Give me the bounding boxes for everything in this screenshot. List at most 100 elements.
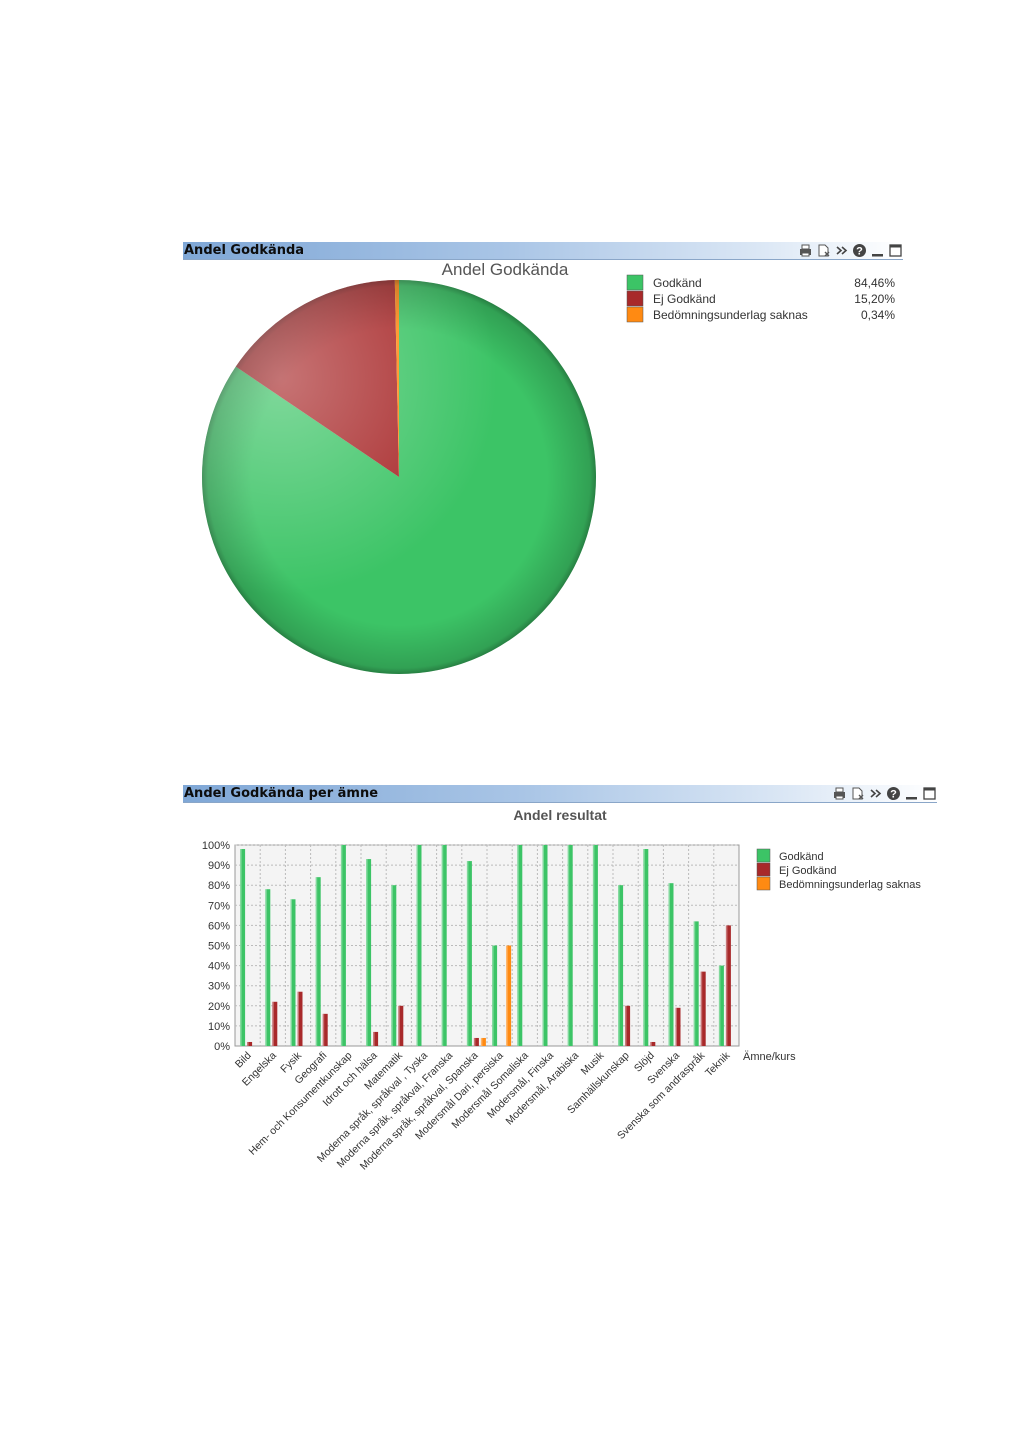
help-icon[interactable]: ? bbox=[886, 786, 901, 801]
bar-godkand[interactable] bbox=[441, 845, 447, 1046]
bar-highlight bbox=[240, 849, 242, 1046]
pie-slices bbox=[202, 279, 597, 674]
bar-ej-godkand[interactable] bbox=[398, 1005, 404, 1046]
y-tick-label: 10% bbox=[208, 1021, 230, 1033]
pie-panel-caption-icons: ? bbox=[798, 243, 903, 258]
bar-ej-godkand[interactable] bbox=[473, 1037, 479, 1046]
bar-godkand[interactable] bbox=[718, 965, 724, 1046]
bar-saknas[interactable] bbox=[506, 945, 512, 1047]
bar-highlight bbox=[693, 921, 696, 1046]
pie-legend: Godkänd 84,46% Ej Godkänd 15,20% Bedömningsu… bbox=[626, 274, 895, 323]
bar-godkand[interactable] bbox=[265, 889, 271, 1046]
x-tick-label: Teknik bbox=[703, 1049, 733, 1079]
pie-legend-label: Bedömningsunderlag saknas bbox=[653, 308, 808, 322]
bar-godkand[interactable] bbox=[315, 877, 321, 1046]
bar-godkand[interactable] bbox=[542, 845, 548, 1046]
bar-highlight bbox=[567, 845, 570, 1046]
bar-highlight bbox=[643, 849, 645, 1046]
bar-ej-godkand[interactable] bbox=[272, 1001, 278, 1046]
pie-legend-label: Godkänd bbox=[653, 276, 702, 290]
bar-ej-godkand[interactable] bbox=[700, 971, 706, 1046]
bar-highlight bbox=[340, 845, 343, 1046]
bar-highlight bbox=[441, 845, 444, 1046]
bar-ej-godkand[interactable] bbox=[247, 1041, 253, 1046]
bar-highlight bbox=[725, 925, 728, 1046]
bar-chart[interactable]: Andel resultat 0% 10% 20% 30% 40% 50% 60% 70% 80… bbox=[183, 802, 937, 1180]
bar-chart-title: Andel resultat bbox=[513, 807, 607, 823]
bar-legend-swatch bbox=[756, 848, 771, 863]
bar-ej-godkand[interactable] bbox=[650, 1041, 656, 1046]
bar-plot-area: 0%10%20%30%40%50%60%70%80%90%100%BildEng… bbox=[202, 840, 796, 1172]
bar-ej-godkand[interactable] bbox=[297, 991, 303, 1046]
bar-highlight bbox=[297, 991, 299, 1046]
pie-panel-caption[interactable]: Andel Godkända ? bbox=[183, 242, 903, 260]
pie-legend-value: 15,20% bbox=[854, 292, 895, 306]
bar-godkand[interactable] bbox=[290, 899, 296, 1046]
bar-highlight bbox=[492, 945, 494, 1046]
maximize-icon[interactable] bbox=[888, 243, 903, 258]
pie-chart[interactable]: Andel Godkända Godkänd 84,46% Ej Godkänd 15… bbox=[183, 259, 903, 682]
bar-godkand[interactable] bbox=[366, 859, 372, 1046]
maximize-icon[interactable] bbox=[922, 786, 937, 801]
bar-godkand[interactable] bbox=[567, 845, 573, 1046]
bar-legend-swatch bbox=[756, 876, 771, 891]
bar-highlight bbox=[391, 885, 393, 1046]
bar-godkand[interactable] bbox=[693, 921, 699, 1046]
bar-highlight bbox=[398, 1005, 400, 1046]
bar-ej-godkand[interactable] bbox=[373, 1031, 379, 1046]
y-tick-label: 50% bbox=[208, 941, 230, 953]
expand-icon[interactable] bbox=[868, 786, 883, 801]
bar-highlight bbox=[366, 859, 368, 1046]
bar-highlight bbox=[517, 845, 519, 1046]
bar-legend-label: Bedömningsunderlag saknas bbox=[779, 879, 921, 891]
bar-ej-godkand[interactable] bbox=[675, 1007, 681, 1046]
x-tick-label: Bild bbox=[233, 1050, 254, 1071]
clear-selection-icon[interactable] bbox=[816, 243, 831, 258]
bar-godkand[interactable] bbox=[643, 849, 649, 1046]
clear-selection-icon[interactable] bbox=[850, 786, 865, 801]
bar-godkand[interactable] bbox=[618, 885, 624, 1046]
bar-highlight bbox=[542, 845, 544, 1046]
pie-legend-label: Ej Godkänd bbox=[653, 292, 716, 306]
expand-icon[interactable] bbox=[834, 243, 849, 258]
bar-godkand[interactable] bbox=[416, 845, 422, 1046]
svg-text:?: ? bbox=[890, 789, 897, 801]
bar-ej-godkand[interactable] bbox=[625, 1005, 631, 1046]
pie-legend-value: 0,34% bbox=[861, 308, 895, 322]
bar-highlight bbox=[480, 1037, 483, 1046]
bar-highlight bbox=[373, 1031, 375, 1046]
bar-highlight bbox=[625, 1005, 627, 1046]
pie-legend-swatch bbox=[626, 290, 644, 307]
x-axis-label: Ämne/kurs bbox=[743, 1051, 796, 1063]
print-icon[interactable] bbox=[832, 786, 847, 801]
y-tick-label: 30% bbox=[208, 981, 230, 993]
minimize-icon[interactable] bbox=[870, 243, 885, 258]
bar-ej-godkand[interactable] bbox=[322, 1013, 328, 1046]
bar-saknas[interactable] bbox=[480, 1037, 486, 1046]
y-tick-label: 90% bbox=[208, 860, 230, 872]
bar-highlight bbox=[592, 845, 595, 1046]
print-icon[interactable] bbox=[798, 243, 813, 258]
minimize-icon[interactable] bbox=[904, 786, 919, 801]
bar-highlight bbox=[668, 883, 670, 1046]
bar-panel: Andel Godkända per ämne ? Andel resultat… bbox=[183, 785, 937, 1180]
bar-legend-label: Ej Godkänd bbox=[779, 865, 836, 877]
bar-godkand[interactable] bbox=[592, 845, 598, 1046]
pie-legend-value: 84,46% bbox=[854, 276, 895, 290]
pie-legend-swatch bbox=[626, 274, 644, 291]
bar-godkand[interactable] bbox=[492, 945, 498, 1047]
y-tick-label: 40% bbox=[208, 961, 230, 973]
bar-godkand[interactable] bbox=[391, 885, 397, 1046]
bar-highlight bbox=[650, 1041, 652, 1046]
bar-godkand[interactable] bbox=[340, 845, 346, 1046]
bar-highlight bbox=[718, 965, 721, 1046]
help-icon[interactable]: ? bbox=[852, 243, 867, 258]
bar-ej-godkand[interactable] bbox=[725, 925, 731, 1046]
bar-godkand[interactable] bbox=[240, 849, 246, 1046]
bar-panel-caption[interactable]: Andel Godkända per ämne ? bbox=[183, 785, 937, 803]
pie-chart-title: Andel Godkända bbox=[442, 260, 569, 279]
bar-godkand[interactable] bbox=[517, 845, 523, 1046]
y-tick-label: 0% bbox=[214, 1041, 230, 1053]
bar-godkand[interactable] bbox=[668, 883, 674, 1046]
bar-godkand[interactable] bbox=[466, 861, 472, 1046]
